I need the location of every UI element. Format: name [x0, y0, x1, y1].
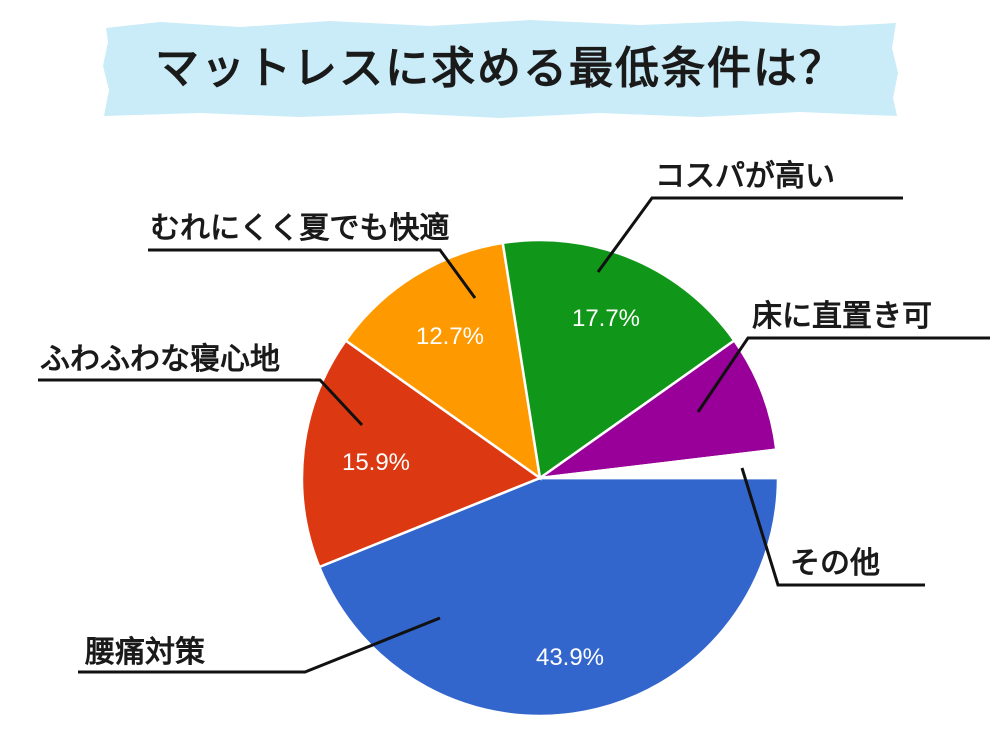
leader-line-fluffy: [38, 378, 364, 427]
callout-label-costperf: コスパが高い: [655, 159, 835, 194]
pie-slice-costperf: [501, 238, 737, 481]
pie-slice-floor: [539, 338, 778, 480]
callout-label-other: その他: [790, 546, 880, 581]
leader-line-other: [740, 467, 925, 587]
leader-line-floor: [696, 336, 990, 413]
callout-label-lumbar: 腰痛対策: [85, 635, 205, 670]
title-banner: [103, 20, 898, 118]
pct-label-breathable: 12.7%: [416, 323, 484, 350]
pie-slice-fluffy: [300, 338, 543, 569]
pct-label-lumbar: 43.9%: [536, 644, 604, 671]
leader-line-breathable: [148, 248, 477, 299]
callout-label-fluffy: ふわふわな寝心地: [40, 342, 280, 377]
leader-line-costperf: [596, 196, 903, 273]
callout-label-breathable: むれにくく夏でも快適: [150, 211, 449, 246]
pct-label-costperf: 17.7%: [572, 305, 640, 332]
pct-label-fluffy: 15.9%: [342, 449, 410, 476]
leader-line-lumbar: [78, 616, 441, 674]
pie-slice-breathable: [343, 241, 542, 481]
pie-slice-other: [539, 448, 780, 480]
chart-title: マットレスに求める最低条件は？: [155, 43, 845, 94]
callout-label-floor: 床に直置き可: [752, 299, 932, 334]
pie-slice-lumbar: [317, 476, 780, 718]
title-banner-shape: [103, 20, 898, 118]
